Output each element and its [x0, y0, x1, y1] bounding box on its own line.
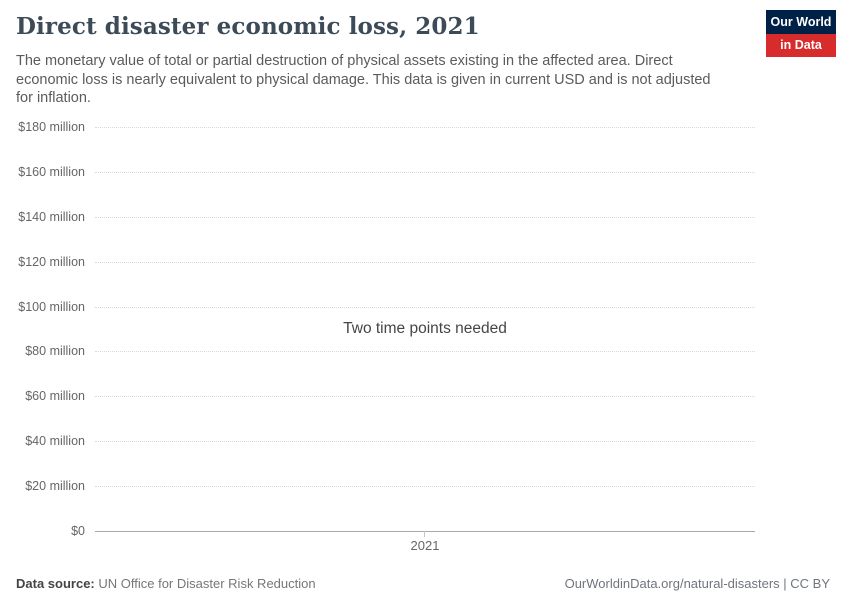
data-source-label: Data source:: [16, 576, 95, 591]
gridline: [95, 127, 755, 128]
chart-title: Direct disaster economic loss, 2021: [16, 13, 480, 40]
gridline: [95, 441, 755, 443]
y-tick-label: $160 million: [18, 164, 85, 179]
x-axis-line: [95, 531, 755, 532]
y-tick-label: $40 million: [25, 434, 85, 449]
gridline: [95, 396, 755, 398]
y-tick-label: $60 million: [25, 389, 85, 404]
y-tick-label: $20 million: [25, 479, 85, 494]
y-tick-label: $180 million: [18, 120, 85, 134]
owid-logo-line1: Our World: [766, 10, 836, 34]
gridline: [95, 306, 755, 308]
y-tick-label: $100 million: [18, 299, 85, 314]
gridline: [95, 261, 755, 263]
x-axis-tick-mark: [424, 531, 425, 537]
footer-credit-link[interactable]: OurWorldinData.org/natural-disasters | C…: [564, 576, 830, 591]
owid-logo[interactable]: Our World in Data: [766, 10, 836, 57]
chart-footer: Data source: UN Office for Disaster Risk…: [16, 576, 830, 591]
x-axis-tick-label: 2021: [410, 538, 440, 553]
y-tick-label: $0: [71, 524, 85, 538]
gridline: [95, 486, 755, 488]
data-source: Data source: UN Office for Disaster Risk…: [16, 576, 316, 591]
owid-logo-line2: in Data: [766, 33, 836, 57]
gridline: [95, 216, 755, 218]
gridline: [95, 171, 755, 173]
y-tick-label: $120 million: [18, 254, 85, 269]
y-tick-label: $140 million: [18, 209, 85, 224]
chart-subtitle: The monetary value of total or partial d…: [16, 53, 711, 106]
gridline: [95, 351, 755, 353]
y-tick-label: $80 million: [25, 344, 85, 359]
chart-message: Two time points needed: [343, 320, 507, 337]
data-source-value: UN Office for Disaster Risk Reduction: [98, 576, 316, 591]
